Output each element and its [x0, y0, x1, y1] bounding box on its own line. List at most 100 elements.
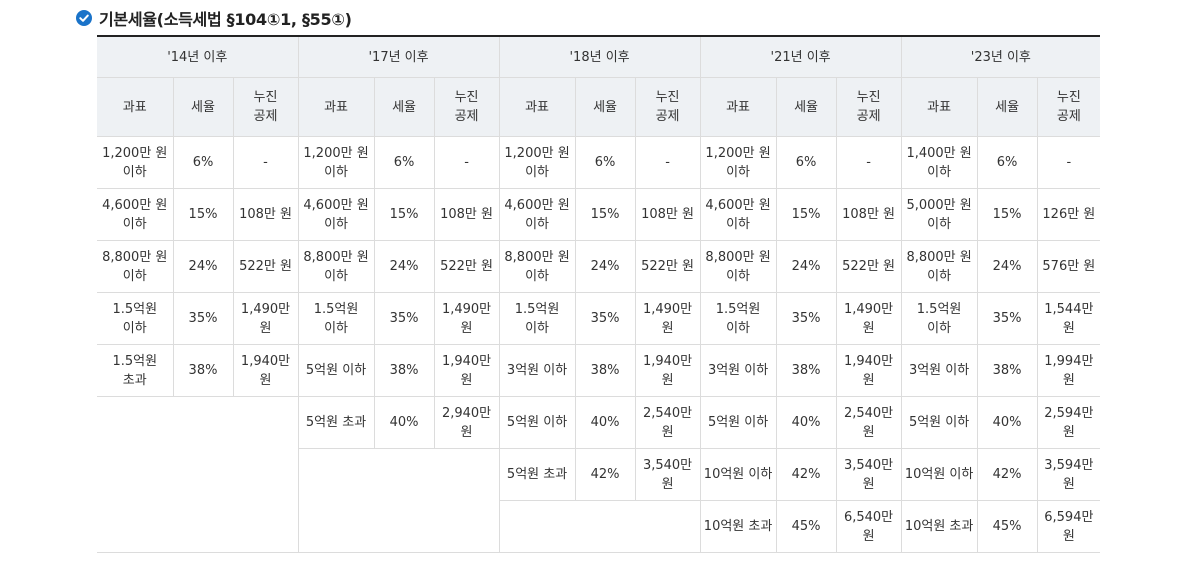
cell-deduction: -: [1036, 136, 1101, 189]
cell-rate: 45%: [775, 500, 837, 553]
table-row: 1,200만 원 이하 6% -1,200만 원 이하 6% -1,200만 원 이하 6…: [97, 136, 1101, 189]
cell-deduction: -: [433, 136, 500, 189]
cell-deduction: 108만 원: [433, 188, 500, 241]
cell-deduction: 576만 원: [1036, 240, 1101, 293]
cell-base: 10억원 이하: [699, 448, 777, 501]
cell-deduction: 1,940만 원: [634, 344, 701, 397]
tax-rate-table: '14년 이후 '17년 이후 '18년 이후 '21년 이후 '23년 이후 과표 세율…: [97, 35, 1101, 553]
cell-base: 4,600만 원 이하: [699, 188, 777, 241]
cell-rate: 15%: [976, 188, 1038, 241]
table-row: 8,800만 원 이하 24% 522만 원 8,800만 원 이하 24% 522만 원…: [97, 240, 1101, 293]
cell-base: 5억원 이하: [900, 396, 978, 449]
section-heading: 기본세율(소득세법 §104①1, §55①): [76, 6, 352, 30]
cell-base: 8,800만 원 이하: [900, 240, 978, 293]
cell-base: 5,000만 원 이하: [900, 188, 978, 241]
cell-deduction: 108만 원: [634, 188, 701, 241]
column-header-base: 과표: [900, 77, 978, 137]
cell-deduction: 2,540만 원: [634, 396, 701, 449]
column-header-deduction: 누진 공제: [835, 77, 902, 137]
cell-base: 8,800만 원 이하: [498, 240, 576, 293]
cell-base: 5억원 이하: [699, 396, 777, 449]
column-header-rate: 세율: [775, 77, 837, 137]
cell-rate: 38%: [574, 344, 636, 397]
cell-base: 1.5억원 이하: [498, 292, 576, 345]
period-header: '23년 이후: [900, 35, 1101, 78]
cell-deduction: 1,994만 원: [1036, 344, 1101, 397]
cell-rate: 40%: [574, 396, 636, 449]
cell-rate: 42%: [574, 448, 636, 501]
table-row: 10억원 초과 45% 6,540만 원 10억원 초과 45% 6,594만 원: [97, 500, 1101, 553]
cell-base: 1,200만 원 이하: [297, 136, 375, 189]
cell-deduction: 1,490만 원: [634, 292, 701, 345]
cell-deduction: 1,490만 원: [433, 292, 500, 345]
cell-base: 1.5억원 이하: [699, 292, 777, 345]
cell-base: 8,800만 원 이하: [97, 240, 174, 293]
cell-base: 1,200만 원 이하: [498, 136, 576, 189]
column-header-deduction: 누진 공제: [433, 77, 500, 137]
empty-cell: [97, 396, 299, 553]
cell-rate: 35%: [172, 292, 234, 345]
cell-deduction: 1,940만 원: [433, 344, 500, 397]
cell-rate: 40%: [373, 396, 435, 449]
cell-base: 3억원 이하: [900, 344, 978, 397]
cell-deduction: -: [232, 136, 299, 189]
table-row: 1.5억원 이하 35% 1,490만 원 1.5억원 이하 35% 1,490만 원 1.…: [97, 292, 1101, 345]
cell-deduction: 522만 원: [232, 240, 299, 293]
table-row: 4,600만 원 이하 15% 108만 원 4,600만 원 이하 15% 108만 원…: [97, 188, 1101, 241]
cell-rate: 35%: [574, 292, 636, 345]
cell-deduction: 1,940만 원: [232, 344, 299, 397]
cell-rate: 38%: [775, 344, 837, 397]
cell-base: 8,800만 원 이하: [297, 240, 375, 293]
cell-deduction: 6,540만 원: [835, 500, 902, 553]
cell-deduction: 3,594만 원: [1036, 448, 1101, 501]
column-header-base: 과표: [498, 77, 576, 137]
cell-deduction: -: [835, 136, 902, 189]
period-header: '14년 이후: [97, 35, 299, 78]
cell-rate: 38%: [172, 344, 234, 397]
cell-base: 1.5억원 이하: [900, 292, 978, 345]
cell-base: 10억원 초과: [900, 500, 978, 553]
cell-rate: 24%: [373, 240, 435, 293]
column-header-deduction: 누진 공제: [634, 77, 701, 137]
cell-base: 10억원 이하: [900, 448, 978, 501]
cell-base: 10억원 초과: [699, 500, 777, 553]
cell-deduction: 3,540만 원: [835, 448, 902, 501]
cell-deduction: 1,940만 원: [835, 344, 902, 397]
cell-deduction: 2,540만 원: [835, 396, 902, 449]
cell-deduction: 3,540만 원: [634, 448, 701, 501]
table-row: 5억원 초과 40% 2,940만 원 5억원 이하 40% 2,540만 원 5억원 이하…: [97, 396, 1101, 553]
cell-rate: 38%: [373, 344, 435, 397]
cell-rate: 15%: [373, 188, 435, 241]
cell-rate: 42%: [775, 448, 837, 501]
cell-rate: 24%: [574, 240, 636, 293]
cell-base: 1,200만 원 이하: [699, 136, 777, 189]
cell-deduction: 2,594만 원: [1036, 396, 1101, 449]
cell-rate: 42%: [976, 448, 1038, 501]
period-header: '17년 이후: [297, 35, 500, 78]
cell-rate: 6%: [574, 136, 636, 189]
cell-rate: 24%: [976, 240, 1038, 293]
cell-deduction: -: [634, 136, 701, 189]
cell-deduction: 522만 원: [835, 240, 902, 293]
cell-deduction: 108만 원: [232, 188, 299, 241]
cell-rate: 24%: [172, 240, 234, 293]
cell-base: 1,400만 원 이하: [900, 136, 978, 189]
cell-deduction: 108만 원: [835, 188, 902, 241]
section-title: 기본세율(소득세법 §104①1, §55①): [99, 10, 352, 29]
column-header-deduction: 누진 공제: [232, 77, 299, 137]
cell-base: 3억원 이하: [498, 344, 576, 397]
cell-rate: 15%: [574, 188, 636, 241]
column-header-rate: 세율: [976, 77, 1038, 137]
cell-rate: 35%: [775, 292, 837, 345]
cell-base: 1.5억원 이하: [97, 292, 174, 345]
cell-deduction: 126만 원: [1036, 188, 1101, 241]
cell-base: 4,600만 원 이하: [498, 188, 576, 241]
column-header-base: 과표: [97, 77, 174, 137]
cell-base: 1,200만 원 이하: [97, 136, 174, 189]
cell-base: 8,800만 원 이하: [699, 240, 777, 293]
cell-base: 1.5억원 초과: [97, 344, 174, 397]
empty-cell: [499, 500, 701, 553]
cell-rate: 35%: [373, 292, 435, 345]
cell-deduction: 522만 원: [433, 240, 500, 293]
cell-rate: 6%: [172, 136, 234, 189]
